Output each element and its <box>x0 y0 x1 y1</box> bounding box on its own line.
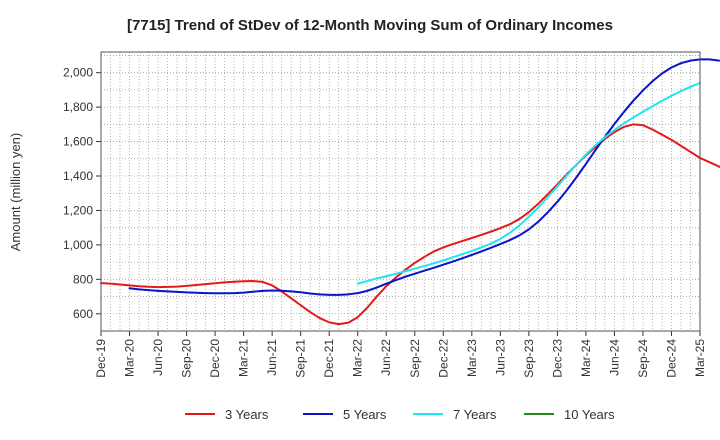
x-tick-label: Sep-21 <box>294 339 308 378</box>
series-lines <box>100 58 720 326</box>
x-tick-label: Jun-22 <box>379 339 393 376</box>
x-tick-label: Sep-22 <box>408 339 422 378</box>
y-tick-label: 1,400 <box>63 169 93 183</box>
x-tick-label: Sep-20 <box>180 339 194 378</box>
y-tick-label: 600 <box>73 307 93 321</box>
y-axis-label: Amount (million yen) <box>8 133 23 252</box>
y-tick-label: 800 <box>73 272 93 286</box>
x-tick-label: Mar-24 <box>579 339 593 377</box>
series-line-7-years <box>356 82 701 285</box>
x-tick-label: Mar-23 <box>465 339 479 377</box>
grid-lines <box>100 52 701 331</box>
legend-label-7-years: 7 Years <box>453 407 497 422</box>
x-tick-label: Jun-24 <box>607 339 621 376</box>
x-tick-label: Mar-21 <box>237 339 251 377</box>
x-tick-label: Sep-24 <box>636 339 650 378</box>
y-tick-label: 1,000 <box>63 238 93 252</box>
legend-label-10-years: 10 Years <box>564 407 615 422</box>
x-tick-label: Dec-21 <box>322 339 336 378</box>
x-tick-label: Mar-22 <box>351 339 365 377</box>
y-tick-label: 2,000 <box>63 66 93 80</box>
x-axis: Dec-19 Mar-20 Jun-20 Sep-20 Dec-20 Mar-21 Jun-… <box>94 331 707 378</box>
y-tick-label: 1,800 <box>63 100 93 114</box>
legend-label-5-years: 5 Years <box>343 407 387 422</box>
legend-label-3-years: 3 Years <box>225 407 269 422</box>
x-tick-label: Dec-24 <box>664 339 678 378</box>
x-tick-label: Dec-22 <box>436 339 450 378</box>
series-line-3-years <box>100 123 720 326</box>
x-tick-label: Jun-20 <box>151 339 165 376</box>
chart-title: [7715] Trend of StDev of 12-Month Moving… <box>127 17 613 34</box>
plot-frame <box>100 51 701 332</box>
y-tick-label: 1,600 <box>63 135 93 149</box>
x-tick-label: Sep-23 <box>522 339 536 378</box>
x-tick-label: Dec-23 <box>550 339 564 378</box>
y-tick-label: 1,200 <box>63 203 93 217</box>
x-tick-label: Mar-20 <box>123 339 137 377</box>
plot-background <box>101 52 700 331</box>
series-line-5-years <box>128 58 720 296</box>
x-tick-label: Dec-20 <box>208 339 222 378</box>
x-tick-label: Jun-21 <box>265 339 279 376</box>
legend: 3 Years 5 Years 7 Years 10 Years <box>185 407 615 422</box>
x-tick-label: Jun-23 <box>493 339 507 376</box>
x-tick-label: Mar-25 <box>693 339 707 377</box>
plot-area <box>101 52 700 331</box>
y-axis: 600 800 1,000 1,200 1,400 1,600 1,800 2,000 <box>63 66 101 321</box>
x-tick-label: Dec-19 <box>94 339 108 378</box>
